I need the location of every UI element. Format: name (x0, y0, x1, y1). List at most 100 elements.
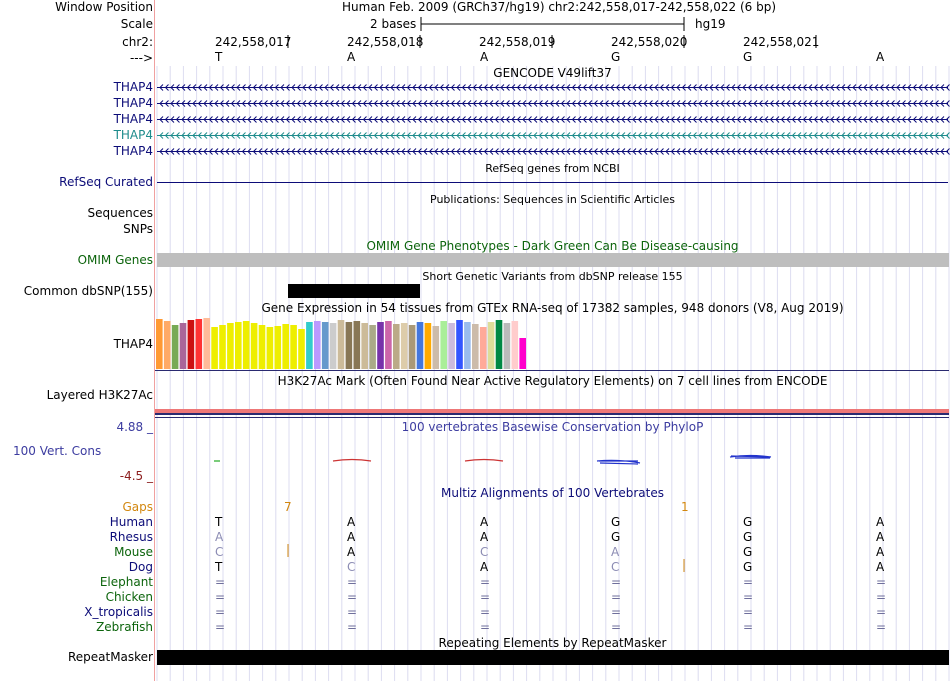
gencode-gene-label[interactable]: THAP4 (113, 96, 153, 110)
gencode-gene-label[interactable]: THAP4 (113, 112, 153, 126)
gtex-tissue-bar[interactable] (211, 327, 218, 369)
species-label[interactable]: Chicken (105, 590, 153, 604)
gtex-tissue-bar[interactable] (329, 323, 337, 369)
gtex-tissue-bar[interactable] (282, 324, 289, 369)
gtex-tissue-bar[interactable] (179, 323, 187, 369)
base-letter: G (743, 50, 753, 64)
gtex-tissue-bar[interactable] (519, 338, 526, 369)
gtex-tissue-bar[interactable] (495, 320, 503, 369)
alignment-base: = (347, 590, 358, 604)
gtex-track-title[interactable]: Gene Expression in 54 tissues from GTEx … (261, 301, 844, 315)
gencode-track-title[interactable]: GENCODE V49lift37 (493, 66, 612, 80)
species-label[interactable]: Zebrafish (96, 620, 153, 634)
gtex-tissue-bar[interactable] (242, 321, 250, 369)
dbsnp-track-title[interactable]: Short Genetic Variants from dbSNP releas… (422, 270, 683, 283)
gtex-tissue-bar[interactable] (227, 323, 234, 369)
gtex-tissue-bar[interactable] (337, 320, 345, 369)
gtex-tissue-bar[interactable] (314, 321, 321, 369)
species-label[interactable]: Elephant (99, 575, 153, 589)
gtex-tissue-bar[interactable] (250, 323, 258, 369)
gtex-tissue-bar[interactable] (369, 325, 376, 369)
gtex-tissue-bar[interactable] (408, 325, 416, 369)
gtex-tissue-bar[interactable] (266, 327, 274, 369)
sequences-label[interactable]: Sequences (87, 206, 153, 220)
gtex-tissue-bar[interactable] (345, 322, 353, 369)
gtex-tissue-bar[interactable] (440, 321, 447, 369)
multiz-gap-marks (287, 544, 685, 572)
gtex-tissue-bar[interactable] (456, 320, 463, 369)
gtex-tissue-bar[interactable] (163, 321, 171, 369)
publications-track-title[interactable]: Publications: Sequences in Scientific Ar… (430, 193, 675, 206)
gtex-tissue-bar[interactable] (416, 322, 424, 369)
species-label[interactable]: X_tropicalis (84, 605, 153, 619)
multiz-track-title[interactable]: Multiz Alignments of 100 Vertebrates (440, 486, 665, 500)
refseq-track-label[interactable]: RefSeq Curated (59, 175, 153, 189)
gtex-tissue-bar[interactable] (298, 329, 305, 369)
gencode-transcript[interactable] (157, 148, 950, 155)
repeatmasker-track-title[interactable]: Repeating Elements by RepeatMasker (438, 636, 667, 650)
h3k27ac-track-title[interactable]: H3K27Ac Mark (Often Found Near Active Re… (277, 374, 828, 388)
gtex-gene-label[interactable]: THAP4 (113, 337, 153, 351)
alignment-base: A (611, 545, 620, 559)
snps-label[interactable]: SNPs (123, 222, 153, 236)
coordinate-label: 242,558,017 (215, 35, 292, 49)
gtex-expression-bars (156, 318, 526, 369)
gtex-tissue-bar[interactable] (171, 325, 179, 369)
gtex-tissue-bar[interactable] (511, 321, 519, 369)
gtex-tissue-bar[interactable] (290, 325, 297, 369)
scale-label: Scale (120, 17, 153, 31)
repeatmasker-bar[interactable] (157, 650, 949, 665)
gtex-tissue-bar[interactable] (393, 324, 400, 369)
omim-track-label[interactable]: OMIM Genes (77, 253, 153, 267)
multiz-gaps-label[interactable]: Gaps (122, 500, 153, 514)
gtex-tissue-bar[interactable] (235, 322, 242, 369)
gtex-tissue-bar[interactable] (321, 322, 329, 369)
gtex-tissue-bar[interactable] (503, 323, 511, 369)
gtex-tissue-bar[interactable] (487, 322, 495, 369)
gencode-transcript[interactable] (157, 84, 950, 91)
gtex-tissue-bar[interactable] (479, 327, 487, 369)
gencode-transcript[interactable] (157, 116, 950, 123)
gtex-tissue-bar[interactable] (258, 325, 266, 369)
gtex-tissue-bar[interactable] (385, 321, 392, 369)
dbsnp-variant-bar[interactable] (288, 284, 420, 298)
gtex-tissue-bar[interactable] (274, 326, 282, 369)
omim-gene-bar[interactable] (157, 253, 949, 267)
base-letter: T (215, 50, 223, 64)
dbsnp-track-label[interactable]: Common dbSNP(155) (23, 284, 153, 298)
alignment-base: = (480, 620, 491, 634)
gtex-tissue-bar[interactable] (187, 320, 195, 369)
species-label[interactable]: Rhesus (109, 530, 153, 544)
h3k27ac-track-label[interactable]: Layered H3K27Ac (46, 388, 153, 402)
gtex-tissue-bar[interactable] (306, 322, 313, 369)
gtex-tissue-bar[interactable] (432, 326, 440, 369)
species-label[interactable]: Dog (128, 560, 153, 574)
phylop-track-label[interactable]: 100 Vert. Cons (13, 444, 102, 458)
alignment-base: = (480, 590, 491, 604)
refseq-track-title[interactable]: RefSeq genes from NCBI (485, 162, 620, 175)
gtex-tissue-bar[interactable] (203, 318, 210, 369)
gtex-tissue-bar[interactable] (448, 323, 455, 369)
coordinate-label: 242,558,020 (611, 35, 688, 49)
repeatmasker-track-label[interactable]: RepeatMasker (67, 650, 153, 664)
omim-track-title[interactable]: OMIM Gene Phenotypes - Dark Green Can Be… (366, 239, 739, 253)
phylop-track-title[interactable]: 100 vertebrates Basewise Conservation by… (401, 420, 704, 434)
species-label[interactable]: Human (109, 515, 153, 529)
gtex-tissue-bar[interactable] (156, 319, 163, 369)
gencode-gene-label[interactable]: THAP4 (113, 128, 153, 142)
gtex-tissue-bar[interactable] (424, 323, 432, 369)
strand-label[interactable]: ---> (129, 51, 153, 65)
gtex-tissue-bar[interactable] (400, 323, 408, 369)
gtex-tissue-bar[interactable] (195, 319, 203, 369)
gencode-transcript[interactable] (157, 100, 950, 107)
gtex-tissue-bar[interactable] (353, 321, 361, 369)
species-label[interactable]: Mouse (114, 545, 153, 559)
gtex-tissue-bar[interactable] (472, 324, 479, 369)
gtex-tissue-bar[interactable] (464, 322, 471, 369)
gencode-transcript[interactable] (157, 132, 950, 139)
gtex-tissue-bar[interactable] (361, 323, 368, 369)
gencode-gene-label[interactable]: THAP4 (113, 80, 153, 94)
gtex-tissue-bar[interactable] (377, 322, 384, 369)
gencode-gene-label[interactable]: THAP4 (113, 144, 153, 158)
gtex-tissue-bar[interactable] (219, 325, 226, 369)
